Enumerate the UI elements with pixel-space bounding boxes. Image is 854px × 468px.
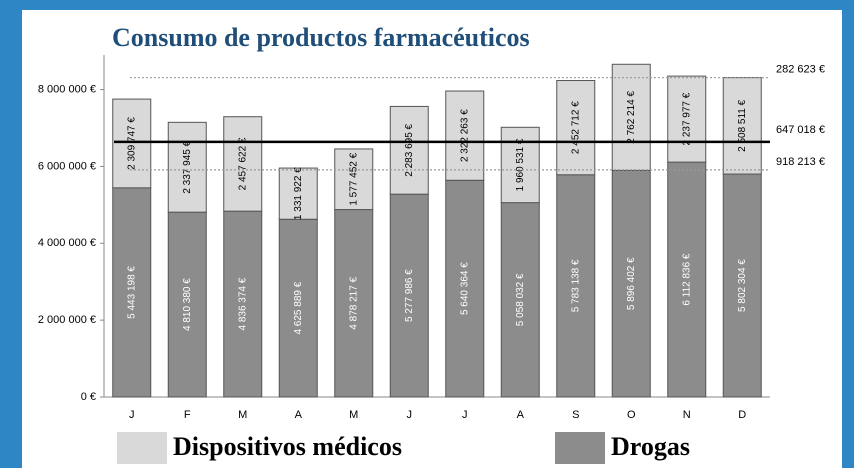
bar-segment xyxy=(223,210,263,398)
bar-segment xyxy=(389,193,429,398)
reference-label: 918 213 € xyxy=(776,156,825,168)
x-tick-label: A xyxy=(295,409,303,421)
bar-segment xyxy=(167,211,207,398)
reference-label: 647 018 € xyxy=(776,124,825,136)
bar-segment xyxy=(334,209,374,398)
value-label: 5 443 198 € xyxy=(126,266,137,319)
value-label: 5 783 138 € xyxy=(570,259,581,312)
value-label: 4 836 374 € xyxy=(237,277,248,330)
bar-segment xyxy=(722,173,762,398)
x-tick-label: M xyxy=(349,409,358,421)
value-label: 2 283 695 € xyxy=(404,123,415,176)
bar-segment xyxy=(167,121,207,213)
value-label: 5 896 402 € xyxy=(626,257,637,310)
value-label: 4 625 889 € xyxy=(293,281,304,334)
value-label: 1 331 922 € xyxy=(293,167,304,220)
value-label: 2 762 214 € xyxy=(626,90,637,143)
x-tick-label: F xyxy=(184,409,191,421)
value-label: 2 457 622 € xyxy=(237,137,248,190)
value-label: 2 237 977 € xyxy=(681,92,692,145)
y-tick-label: 8 000 000 € xyxy=(38,83,96,95)
value-label: 2 452 712 € xyxy=(570,101,581,154)
x-tick-label: M xyxy=(238,409,247,421)
chart-title: Consumo de productos farmacéuticos xyxy=(112,23,530,52)
legend-label: Dispositivos médicos xyxy=(173,432,402,461)
legend-swatch xyxy=(117,432,167,464)
value-label: 2 309 747 € xyxy=(126,117,137,170)
y-tick-label: 6 000 000 € xyxy=(38,160,96,172)
value-label: 5 277 986 € xyxy=(404,269,415,322)
bar-segment xyxy=(500,126,540,204)
bar-segment xyxy=(389,105,429,195)
x-tick-label: D xyxy=(738,409,746,421)
x-tick-label: O xyxy=(627,409,636,421)
y-tick-label: 2 000 000 € xyxy=(38,314,96,326)
bar-segment xyxy=(556,174,596,398)
bar-segment xyxy=(112,98,152,189)
bar-segment xyxy=(223,116,263,212)
value-label: 5 058 032 € xyxy=(515,273,526,326)
value-label: 1 577 452 € xyxy=(348,152,359,205)
y-tick-label: 4 000 000 € xyxy=(38,237,96,249)
bar-segment xyxy=(445,90,485,181)
bar-segment xyxy=(278,218,318,398)
value-label: 5 802 304 € xyxy=(737,259,748,312)
value-label: 5 640 364 € xyxy=(459,262,470,315)
value-label: 2 508 511 € xyxy=(737,99,748,152)
value-label: 4 810 380 € xyxy=(182,278,193,331)
y-tick-label: 0 € xyxy=(81,391,96,403)
legend-swatch xyxy=(555,432,605,464)
bar-segment xyxy=(445,179,485,398)
x-tick-label: J xyxy=(407,409,413,421)
x-tick-label: J xyxy=(129,409,135,421)
value-label: 6 112 836 € xyxy=(681,253,692,306)
value-label: 2 322 263 € xyxy=(459,109,470,162)
bar-segment xyxy=(667,75,707,163)
bar-segment xyxy=(556,80,596,176)
value-label: 2 337 945 € xyxy=(182,140,193,193)
x-tick-label: A xyxy=(517,409,525,421)
legend-label: Drogas xyxy=(611,432,690,461)
value-label: 1 960 531 € xyxy=(515,138,526,191)
value-label: 4 878 217 € xyxy=(348,276,359,329)
x-tick-label: J xyxy=(462,409,468,421)
x-tick-label: S xyxy=(572,409,579,421)
reference-label: 282 623 € xyxy=(776,64,825,76)
x-tick-label: N xyxy=(683,409,691,421)
bar-segment xyxy=(611,63,651,171)
bar-segment xyxy=(334,148,374,211)
bar-segment xyxy=(278,167,318,220)
